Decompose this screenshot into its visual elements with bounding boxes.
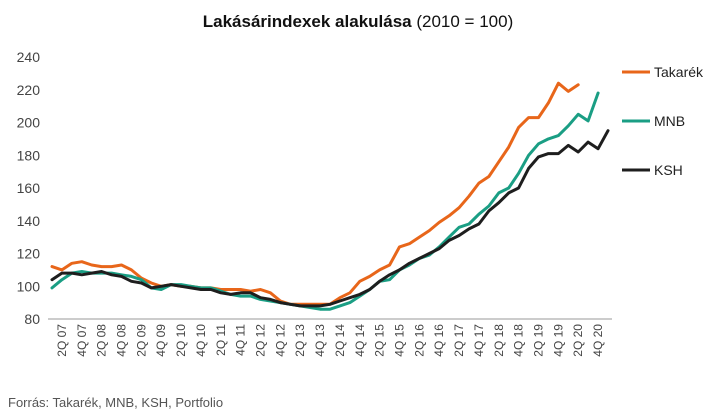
source-note: Forrás: Takarék, MNB, KSH, Portfolio bbox=[8, 395, 224, 410]
x-tick-label: 4Q 18 bbox=[512, 324, 526, 357]
y-tick-label: 200 bbox=[17, 115, 41, 131]
y-tick-label: 120 bbox=[17, 246, 41, 262]
x-tick-label: 2Q 17 bbox=[452, 324, 466, 357]
y-tick-label: 220 bbox=[17, 82, 41, 98]
x-tick-label: 2Q 19 bbox=[532, 324, 546, 357]
x-tick-label: 2Q 20 bbox=[571, 324, 585, 357]
chart-title: Lakásárindexek alakulása (2010 = 100) bbox=[0, 12, 716, 32]
x-tick-label: 2Q 15 bbox=[373, 324, 387, 357]
x-tick-label: 4Q 13 bbox=[313, 324, 327, 357]
x-tick-label: 2Q 12 bbox=[254, 324, 268, 357]
x-tick-label: 2Q 07 bbox=[55, 324, 69, 357]
y-tick-label: 100 bbox=[17, 278, 41, 294]
x-tick-label: 4Q 08 bbox=[115, 324, 129, 357]
x-tick-label: 2Q 08 bbox=[95, 324, 109, 357]
y-tick-label: 240 bbox=[17, 49, 41, 65]
x-tick-label: 4Q 10 bbox=[194, 324, 208, 357]
x-axis: 2Q 07 4Q 07 2Q 08 4Q 08 2Q 09 4Q 09 2Q 10 4Q 10… bbox=[55, 324, 605, 357]
y-tick-label: 80 bbox=[24, 311, 40, 327]
x-tick-label: 4Q 15 bbox=[393, 324, 407, 357]
legend-label: Takarék bbox=[654, 64, 704, 80]
x-tick-label: 2Q 10 bbox=[174, 324, 188, 357]
x-tick-label: 2Q 18 bbox=[492, 324, 506, 357]
x-tick-label: 4Q 20 bbox=[591, 324, 605, 357]
x-tick-label: 2Q 14 bbox=[333, 324, 347, 357]
x-tick-label: 2Q 11 bbox=[214, 324, 228, 356]
series-line-takarék bbox=[50, 81, 580, 306]
legend-label: MNB bbox=[654, 113, 685, 129]
x-tick-label: 2Q 16 bbox=[412, 324, 426, 357]
x-tick-label: 4Q 17 bbox=[472, 324, 486, 357]
x-tick-label: 4Q 19 bbox=[551, 324, 565, 357]
x-tick-label: 4Q 14 bbox=[353, 324, 367, 357]
series-line-mnb bbox=[50, 91, 600, 311]
legend-label: KSH bbox=[654, 162, 683, 178]
x-tick-label: 2Q 13 bbox=[293, 324, 307, 357]
x-tick-label: 2Q 09 bbox=[134, 324, 148, 357]
x-tick-label: 4Q 12 bbox=[273, 324, 287, 357]
x-tick-label: 4Q 09 bbox=[154, 324, 168, 357]
chart-title-main: Lakásárindexek alakulása bbox=[202, 12, 412, 31]
legend: Takarék MNB KSH bbox=[622, 64, 704, 178]
y-tick-label: 140 bbox=[17, 213, 41, 229]
y-tick-label: 180 bbox=[17, 147, 41, 163]
x-tick-label: 4Q 07 bbox=[75, 324, 89, 357]
x-tick-label: 4Q 11 bbox=[234, 324, 248, 356]
x-tick-label: 4Q 16 bbox=[432, 324, 446, 357]
chart-subtitle: (2010 = 100) bbox=[416, 12, 514, 31]
y-tick-label: 160 bbox=[17, 180, 41, 196]
y-axis: 80 100 120 140 160 180 200 220 240 bbox=[17, 49, 41, 327]
series-line-ksh bbox=[50, 129, 610, 308]
